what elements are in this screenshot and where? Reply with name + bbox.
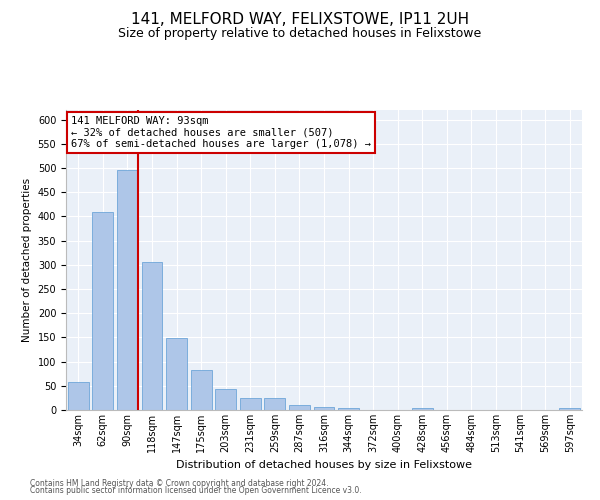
Bar (142, 262, 163, 410)
Bar (289, 405, 310, 410)
Bar (338, 408, 359, 410)
Text: 141 MELFORD WAY: 93sqm
← 32% of detached houses are smaller (507)
67% of semi-de: 141 MELFORD WAY: 93sqm ← 32% of detached… (71, 116, 371, 149)
Bar (265, 398, 286, 410)
Bar (68, 382, 89, 410)
Bar (559, 408, 580, 410)
Y-axis label: Number of detached properties: Number of detached properties (22, 178, 32, 342)
Bar (191, 370, 212, 410)
Bar (92, 212, 113, 410)
Bar (314, 406, 334, 410)
Text: Contains public sector information licensed under the Open Government Licence v3: Contains public sector information licen… (30, 486, 362, 495)
Text: Contains HM Land Registry data © Crown copyright and database right 2024.: Contains HM Land Registry data © Crown c… (30, 478, 329, 488)
X-axis label: Distribution of detached houses by size in Felixstowe: Distribution of detached houses by size … (176, 460, 472, 470)
Bar (240, 398, 261, 410)
Bar (215, 388, 236, 410)
Bar (412, 408, 433, 410)
Bar (117, 170, 138, 410)
Text: Size of property relative to detached houses in Felixstowe: Size of property relative to detached ho… (118, 28, 482, 40)
Bar (166, 338, 187, 410)
Text: 141, MELFORD WAY, FELIXSTOWE, IP11 2UH: 141, MELFORD WAY, FELIXSTOWE, IP11 2UH (131, 12, 469, 28)
